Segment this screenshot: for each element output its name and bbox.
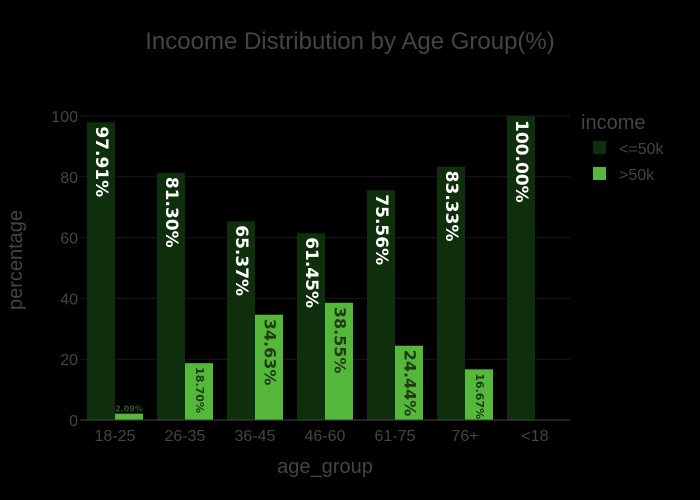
chart-title: Incoome Distribution by Age Group(%) — [145, 28, 555, 55]
bar-value-label: 2.09% — [115, 405, 143, 414]
legend-title: income — [581, 112, 645, 134]
bar-gt50k[interactable] — [115, 413, 143, 420]
y-tick-label: 80 — [60, 170, 78, 187]
x-axis-ticks: 18-25 26-35 36-45 46-60 61-75 76+ <18 — [95, 428, 549, 445]
bar-value-label: 16.67% — [473, 373, 486, 419]
bar-value-label: 81.30% — [161, 177, 181, 248]
y-tick-label: 20 — [60, 352, 78, 369]
bar-value-label: 83.33% — [441, 171, 461, 242]
bar-le50k[interactable] — [87, 122, 115, 420]
bar-value-label: 24.44% — [401, 350, 420, 417]
bar-le50k[interactable] — [367, 190, 395, 420]
bar-le50k[interactable] — [507, 116, 535, 420]
legend-label: >50k — [619, 167, 655, 184]
y-axis-title: percentage — [5, 210, 27, 310]
x-tick-label: 36-45 — [235, 428, 276, 445]
x-tick-label: 26-35 — [165, 428, 206, 445]
y-tick-label: 0 — [69, 413, 78, 430]
y-tick-label: 60 — [60, 231, 78, 248]
bar-gt50k[interactable] — [255, 314, 283, 420]
legend-swatch — [593, 167, 606, 180]
bar-value-label: 61.45% — [301, 237, 321, 308]
legend-label: <=50k — [619, 141, 664, 158]
bar-gt50k[interactable] — [185, 363, 213, 420]
x-axis-title: age_group — [277, 456, 373, 478]
bar-value-label: 38.55% — [331, 307, 350, 374]
bar-value-label: 34.63% — [261, 319, 280, 386]
bar-le50k[interactable] — [157, 172, 185, 420]
y-tick-label: 100 — [51, 109, 78, 126]
bar-le50k[interactable] — [297, 233, 325, 420]
x-tick-label: <18 — [521, 428, 548, 445]
legend[interactable]: income <=50k >50k — [581, 112, 664, 184]
bar-value-label: 100.00% — [511, 120, 531, 203]
bar-value-label: 65.37% — [231, 225, 251, 296]
legend-swatch — [593, 141, 606, 154]
bar-value-label: 18.70% — [193, 367, 206, 413]
y-axis-ticks: 0 20 40 60 80 100 — [51, 109, 78, 430]
x-tick-label: 76+ — [451, 428, 478, 445]
bar-gt50k[interactable] — [395, 345, 423, 420]
bar-le50k[interactable] — [437, 166, 465, 420]
bar-value-label: 97.91% — [91, 126, 111, 197]
bars — [87, 116, 535, 420]
x-tick-label: 18-25 — [95, 428, 136, 445]
x-tick-label: 46-60 — [305, 428, 346, 445]
y-tick-label: 40 — [60, 291, 78, 308]
bar-gt50k[interactable] — [465, 369, 493, 420]
bar-labels: 97.91% 81.30% 65.37% 61.45% 75.56% 83.33% 100.… — [91, 120, 531, 419]
bar-value-label: 75.56% — [371, 194, 391, 265]
bar-le50k[interactable] — [227, 221, 255, 420]
x-tick-label: 61-75 — [375, 428, 416, 445]
bar-gt50k[interactable] — [325, 302, 353, 420]
